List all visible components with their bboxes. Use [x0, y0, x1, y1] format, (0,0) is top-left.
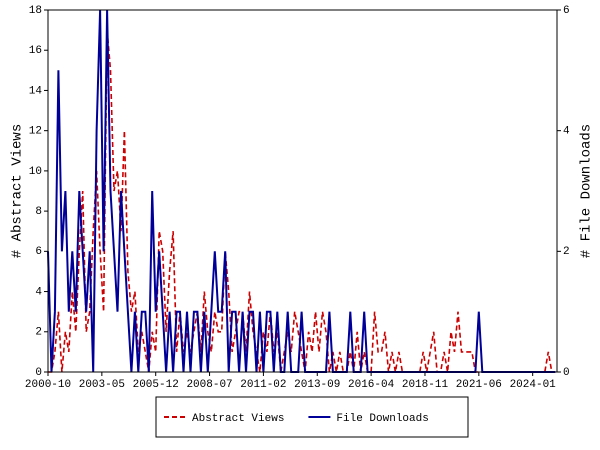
x-tick-label: 2013-09 [294, 379, 340, 391]
y-tick-label: 14 [29, 85, 43, 97]
x-tick-label: 2005-12 [133, 379, 179, 391]
x-tick-label: 2018-11 [402, 379, 449, 391]
y-tick-label: 0 [35, 367, 42, 379]
y2-tick-label: 2 [563, 246, 570, 258]
x-tick-label: 2011-02 [240, 379, 286, 391]
y2-tick-label: 0 [563, 367, 570, 379]
data-line [48, 30, 556, 373]
y-tick-label: 8 [35, 206, 42, 218]
data-line [47, 9, 556, 373]
legend-label: File Downloads [336, 413, 428, 425]
y2-tick-label: 6 [563, 5, 570, 17]
x-tick-label: 2003-05 [79, 379, 125, 391]
y-tick-label: 12 [29, 126, 42, 138]
y-tick-label: 4 [35, 286, 42, 298]
legend-label: Abstract Views [192, 413, 284, 425]
y2-axis-label: # File Downloads [579, 124, 595, 258]
plot-frame [47, 9, 558, 373]
x-tick-label: 2016-04 [348, 379, 395, 391]
x-tick-label: 2024-01 [510, 379, 557, 391]
x-tick-label: 2021-06 [456, 379, 502, 391]
y-axis-label: # Abstract Views [10, 124, 26, 258]
y-tick-label: 16 [29, 45, 42, 57]
y-tick-label: 18 [29, 5, 42, 17]
x-tick-label: 2008-07 [186, 379, 232, 391]
y-tick-label: 10 [29, 166, 42, 178]
y2-tick-label: 4 [563, 126, 570, 138]
y-tick-label: 2 [35, 327, 42, 339]
x-tick-label: 2000-10 [25, 379, 71, 391]
y-tick-label: 6 [35, 246, 42, 258]
